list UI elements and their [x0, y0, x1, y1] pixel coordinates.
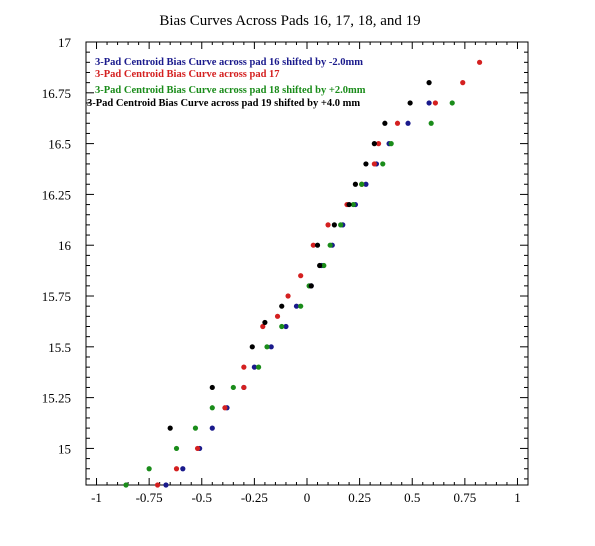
data-point-series-4 [262, 319, 268, 326]
data-point-series-2 [285, 293, 291, 299]
y-tick-label: 15.5 [48, 340, 71, 355]
data-point-series-3 [146, 466, 152, 472]
data-point-series-2 [241, 364, 247, 370]
data-point-series-1 [180, 466, 186, 472]
data-point-series-1 [426, 100, 432, 106]
y-tick-label: 17 [58, 35, 72, 50]
data-point-series-4 [167, 425, 173, 431]
data-point-series-3 [255, 364, 262, 370]
data-point-series-1 [251, 364, 257, 370]
data-point-series-4 [382, 120, 388, 126]
data-point-series-2 [194, 445, 201, 452]
data-point-series-2 [241, 384, 247, 391]
y-tick-label: 15.75 [42, 289, 71, 304]
axis-ticks: -1 -0.75 -0.5 -0.25 0 0.25 0.5 0.75 1 15 15.25 15.5… [42, 35, 528, 505]
y-tick-label: 16.25 [42, 187, 71, 202]
data-point-series-2 [298, 273, 304, 279]
legend-entry: 3-Pad Centroid Bias Curve across pad 17 [95, 69, 280, 80]
data-point-series-1 [209, 425, 215, 431]
x-tick-label: 0.5 [404, 490, 420, 505]
data-point-series-2 [274, 313, 281, 319]
data-point-series-4 [352, 181, 359, 187]
data-point-series-3 [449, 100, 455, 106]
y-tick-label: 16 [58, 238, 72, 253]
data-point-series-2 [325, 222, 331, 228]
x-tick-label: 0.75 [453, 490, 476, 505]
x-tick-label: -1 [91, 490, 102, 505]
data-point-series-1 [363, 181, 369, 187]
data-point-series-1 [163, 482, 169, 488]
data-point-series-3 [338, 222, 344, 228]
y-tick-label: 15.25 [42, 391, 71, 406]
data-point-series-3 [230, 384, 236, 391]
data-point-series-4 [407, 100, 413, 106]
data-point-series-4 [317, 262, 323, 269]
data-point-series-2 [173, 466, 180, 472]
x-tick-label: -0.25 [241, 490, 268, 505]
data-point-series-4 [314, 242, 321, 248]
data-point-series-3 [123, 482, 129, 488]
data-point-series-2 [154, 482, 161, 488]
data-point-series-1 [268, 344, 274, 350]
x-tick-label: 0 [304, 490, 311, 505]
data-point-series-3 [327, 242, 333, 248]
chart-title: Bias Curves Across Pads 16, 17, 18, and … [159, 13, 420, 29]
data-point-series-4 [371, 141, 377, 147]
legend-entry: 3-Pad Centroid Bias Curve across pad 16 … [95, 57, 363, 68]
legend-entry: 3-Pad Centroid Bias Curve across pad 19 … [87, 98, 360, 109]
data-point-series-2 [476, 59, 483, 65]
data-point-series-2 [371, 161, 377, 167]
data-point-series-2 [460, 80, 466, 86]
data-points [123, 59, 483, 488]
data-point-series-3 [388, 141, 394, 147]
data-point-series-3 [380, 161, 386, 167]
data-point-series-2 [432, 100, 438, 106]
y-tick-label: 16.75 [42, 86, 71, 101]
x-tick-label: -0.5 [191, 490, 212, 505]
data-point-series-3 [209, 405, 215, 411]
data-point-series-3 [321, 262, 327, 269]
data-point-series-3 [428, 120, 434, 126]
x-tick-label: 1 [514, 490, 521, 505]
data-point-series-3 [279, 323, 285, 330]
legend: 3-Pad Centroid Bias Curve across pad 16 … [87, 57, 366, 109]
data-point-series-4 [346, 201, 352, 208]
data-point-series-4 [279, 303, 285, 309]
data-point-series-4 [209, 384, 215, 391]
data-point-series-3 [173, 445, 180, 452]
data-point-series-1 [405, 120, 411, 126]
data-point-series-4 [331, 222, 337, 228]
data-point-series-3 [192, 425, 199, 431]
data-point-series-3 [264, 344, 270, 350]
x-tick-label: -0.75 [136, 490, 163, 505]
data-point-series-3 [359, 181, 365, 187]
data-point-series-4 [363, 161, 369, 167]
data-point-series-3 [298, 303, 304, 309]
legend-entry: 3-Pad Centroid Bias Curve across pad 18 … [95, 85, 366, 96]
data-point-series-1 [293, 303, 300, 309]
data-point-series-4 [308, 283, 314, 289]
data-point-series-2 [222, 405, 228, 411]
y-tick-label: 16.5 [48, 137, 71, 152]
data-point-series-3 [350, 201, 356, 208]
data-point-series-2 [260, 323, 266, 330]
data-point-series-4 [249, 344, 255, 350]
y-tick-label: 15 [58, 441, 71, 456]
data-point-series-1 [283, 323, 289, 330]
data-point-series-2 [394, 120, 401, 126]
data-point-series-4 [426, 80, 432, 86]
data-point-series-2 [375, 141, 382, 147]
x-tick-label: 0.25 [348, 490, 371, 505]
data-point-series-2 [310, 242, 316, 248]
